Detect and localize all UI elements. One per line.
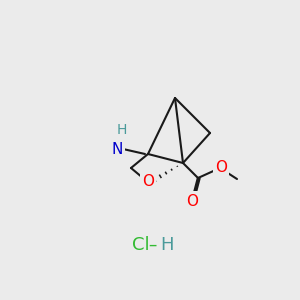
Text: O: O: [215, 160, 227, 175]
Text: N: N: [111, 142, 123, 157]
Text: H: H: [117, 123, 127, 137]
Text: O: O: [142, 175, 154, 190]
Text: Cl: Cl: [132, 236, 150, 254]
Text: O: O: [186, 194, 198, 208]
Text: –: –: [148, 236, 156, 254]
Text: H: H: [160, 236, 173, 254]
